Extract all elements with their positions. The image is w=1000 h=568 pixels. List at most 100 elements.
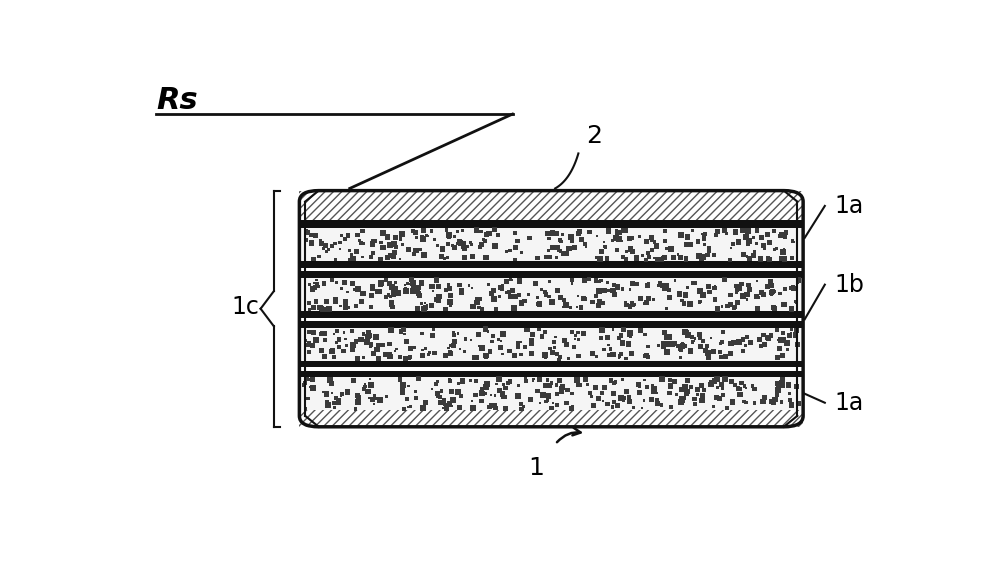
Point [342,246,358,255]
Point [402,344,418,353]
Point [656,285,672,294]
Point [340,287,356,296]
Point [621,331,637,340]
Point [331,396,347,405]
Point [298,236,314,245]
Point [601,286,617,295]
Point [509,237,525,246]
Point [455,377,471,386]
Point [778,228,794,237]
Point [544,243,560,252]
Point [637,299,653,308]
Point [564,275,580,285]
Point [592,254,608,264]
Point [723,291,739,300]
Point [502,292,518,301]
Point [735,226,751,235]
Point [570,291,586,300]
Point [769,390,785,399]
Point [438,401,454,410]
Point [701,282,717,291]
Point [450,239,466,248]
Point [712,394,728,403]
Point [635,251,651,260]
Point [537,287,553,296]
Point [692,297,708,306]
Point [437,350,453,360]
Point [333,302,349,311]
Point [464,252,480,261]
Point [769,379,785,388]
Point [362,342,378,351]
Point [418,344,434,353]
Point [560,386,576,395]
Point [624,298,640,307]
Point [413,245,429,254]
Point [541,277,557,286]
Point [510,343,526,352]
Point [347,285,363,294]
Point [355,227,371,236]
Point [591,301,607,310]
Point [370,342,386,351]
Point [701,247,717,256]
Point [501,346,517,356]
Point [333,231,349,240]
Point [419,301,435,310]
Point [553,247,569,256]
Point [539,375,555,385]
Point [405,227,421,236]
Point [326,403,342,412]
Point [472,243,488,252]
Point [485,286,501,295]
Point [712,339,728,348]
Point [425,286,441,295]
Point [739,295,755,304]
Point [592,297,608,306]
Point [680,331,696,340]
Point [457,253,473,262]
Point [420,350,436,360]
Point [324,275,340,285]
Point [624,233,640,242]
Point [493,337,509,346]
Point [706,402,722,411]
Point [467,353,483,362]
Point [599,333,615,343]
Point [678,291,694,300]
Point [564,389,580,398]
Point [307,231,323,240]
Point [680,232,696,241]
Bar [299,328,803,361]
Point [697,229,713,239]
Point [315,305,331,314]
Point [428,379,444,389]
Point [593,276,609,285]
Point [775,381,791,390]
Point [353,238,369,247]
Point [722,349,738,358]
Point [740,290,756,299]
Point [297,404,313,414]
Point [785,236,801,245]
Point [765,398,781,407]
Point [712,347,728,356]
Bar [299,377,803,410]
Point [488,403,504,412]
Point [615,285,631,294]
Point [521,325,537,335]
Point [611,228,627,237]
Point [452,403,468,412]
Point [618,387,634,396]
Point [380,290,396,299]
Point [375,340,391,349]
Point [432,398,448,407]
Point [763,331,779,340]
Point [618,300,634,310]
Bar [299,261,803,268]
Point [689,237,705,246]
Bar [299,367,803,370]
Point [552,235,568,244]
Point [481,403,497,412]
Point [305,284,321,293]
